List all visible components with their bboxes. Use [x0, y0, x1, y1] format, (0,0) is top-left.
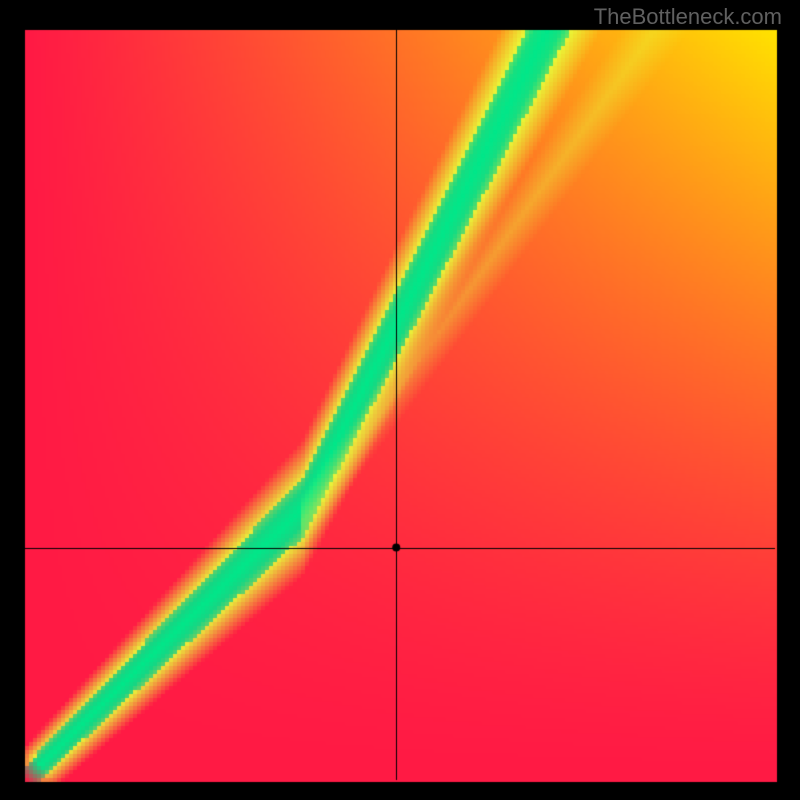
chart-container: { "canvas": { "width": 800, "height": 80…	[0, 0, 800, 800]
heatmap-canvas	[0, 0, 800, 800]
watermark-text: TheBottleneck.com	[594, 4, 782, 30]
